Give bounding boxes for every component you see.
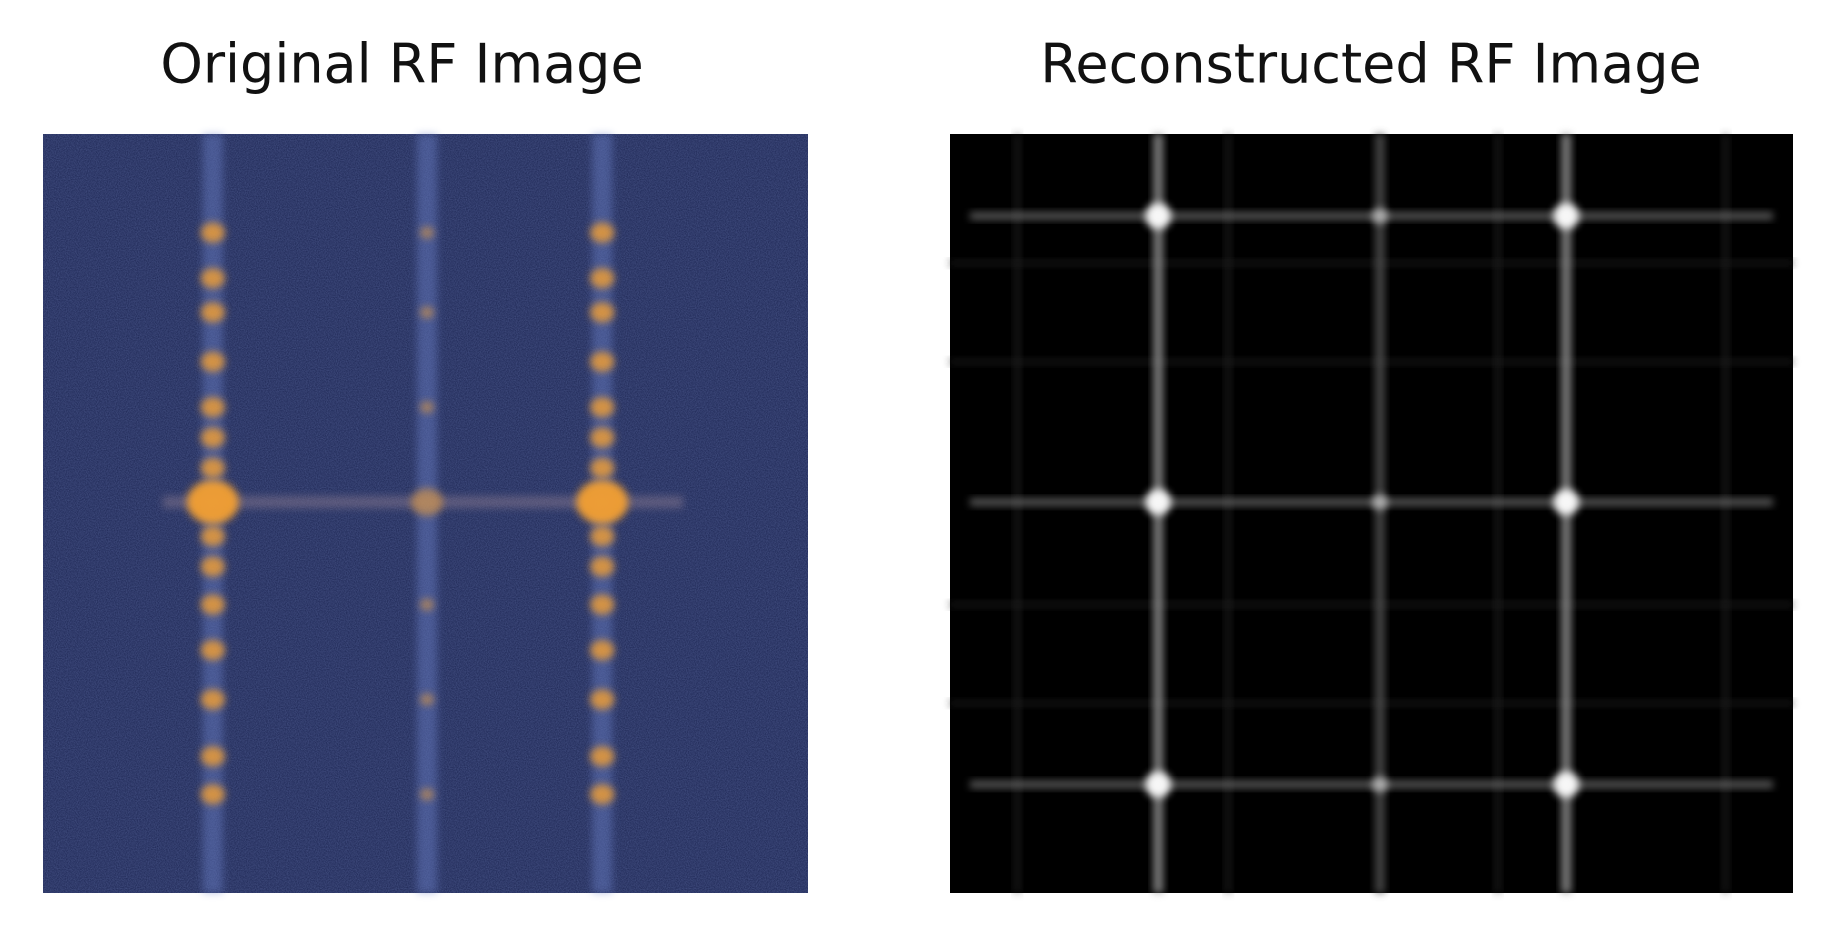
hotspot: [200, 594, 225, 615]
hotspot: [590, 689, 615, 710]
intersection: [1371, 776, 1388, 793]
faint-line: [1722, 134, 1729, 893]
hotspot: [590, 556, 615, 577]
hotspot: [420, 693, 435, 706]
intersection: [1371, 207, 1388, 224]
faint-line: [950, 601, 1793, 608]
image-background: [950, 134, 1793, 893]
intersection: [1371, 494, 1388, 511]
intersection: [1553, 771, 1580, 798]
hotspot: [200, 746, 225, 767]
faint-line: [1225, 134, 1232, 893]
reconstructed-image: [950, 134, 1793, 893]
hotspot: [200, 268, 225, 289]
hotspot: [200, 457, 225, 478]
hotspot: [590, 526, 615, 547]
hotspot: [590, 594, 615, 615]
bright-line: [970, 211, 1773, 220]
intersection: [1553, 489, 1580, 516]
faint-line: [950, 700, 1793, 707]
hotspot: [200, 640, 225, 661]
hotspot: [200, 397, 225, 418]
hotspot: [200, 556, 225, 577]
hotspot: [420, 788, 435, 801]
hotspot: [200, 526, 225, 547]
original-image: [43, 134, 808, 893]
intersection: [1553, 202, 1580, 229]
panel-title: Reconstructed RF Image: [1040, 33, 1701, 96]
intersection: [1145, 202, 1172, 229]
hotspot: [590, 746, 615, 767]
hotspot: [590, 351, 615, 372]
hotspot: [590, 397, 615, 418]
bright-line: [970, 498, 1773, 507]
panel-title: Original RF Image: [160, 33, 643, 96]
intersection: [1145, 489, 1172, 516]
faint-line: [1494, 134, 1501, 893]
hotspot: [186, 480, 239, 525]
hotspot: [200, 222, 225, 243]
hotspot: [576, 480, 629, 525]
intersection: [1145, 771, 1172, 798]
hotspot: [420, 598, 435, 611]
hotspot: [200, 427, 225, 448]
faint-line: [1014, 134, 1021, 893]
hotspot: [590, 640, 615, 661]
hotspot: [200, 689, 225, 710]
bright-line: [970, 780, 1773, 789]
hotspot: [590, 457, 615, 478]
hotspot: [590, 268, 615, 289]
bright-line: [1374, 134, 1385, 893]
hotspot: [590, 222, 615, 243]
hotspot: [590, 302, 615, 323]
hotspot: [200, 784, 225, 805]
hotspot: [590, 784, 615, 805]
hotspot: [411, 488, 444, 517]
hotspot: [420, 306, 435, 319]
faint-line: [950, 260, 1793, 267]
hotspot: [200, 351, 225, 372]
hotspot: [420, 401, 435, 414]
faint-line: [950, 358, 1793, 365]
hotspot: [200, 302, 225, 323]
hotspot: [590, 427, 615, 448]
hotspot: [420, 226, 435, 239]
